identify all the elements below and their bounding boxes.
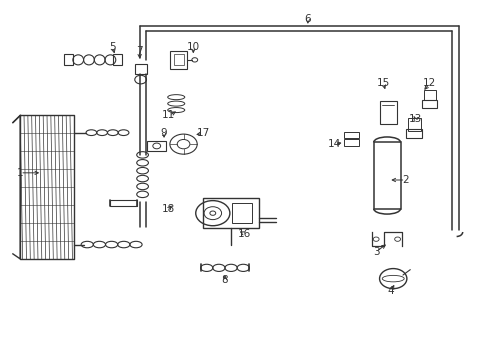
Text: 7: 7 [136,46,142,56]
Bar [373,142,400,209]
Text: 2: 2 [401,175,408,185]
Bar [344,139,358,146]
Bar [173,54,183,65]
Bar [110,201,137,206]
Text: 5: 5 [109,42,116,52]
Bar [422,100,436,108]
Bar [64,54,73,65]
Text: 9: 9 [161,129,167,138]
Text: 1: 1 [17,168,23,178]
Bar [379,101,396,125]
Bar [169,51,187,69]
Bar [344,132,358,138]
Bar [113,54,122,65]
Bar [135,64,147,74]
Text: 10: 10 [186,42,200,52]
Text: 8: 8 [221,275,228,285]
Text: 3: 3 [372,247,379,257]
Bar [406,129,421,138]
Bar [147,140,166,151]
Text: 14: 14 [327,139,341,149]
Text: 4: 4 [386,286,393,296]
Text: 6: 6 [304,14,310,24]
Text: 17: 17 [196,129,209,138]
Bar [232,203,251,223]
Text: 15: 15 [376,78,389,88]
Text: 18: 18 [162,204,175,214]
Text: 13: 13 [407,114,421,124]
Bar [423,90,435,100]
Text: 16: 16 [237,229,251,239]
Text: 11: 11 [162,111,175,121]
Bar [407,118,420,131]
Text: 12: 12 [422,78,435,88]
Bar [203,198,259,228]
